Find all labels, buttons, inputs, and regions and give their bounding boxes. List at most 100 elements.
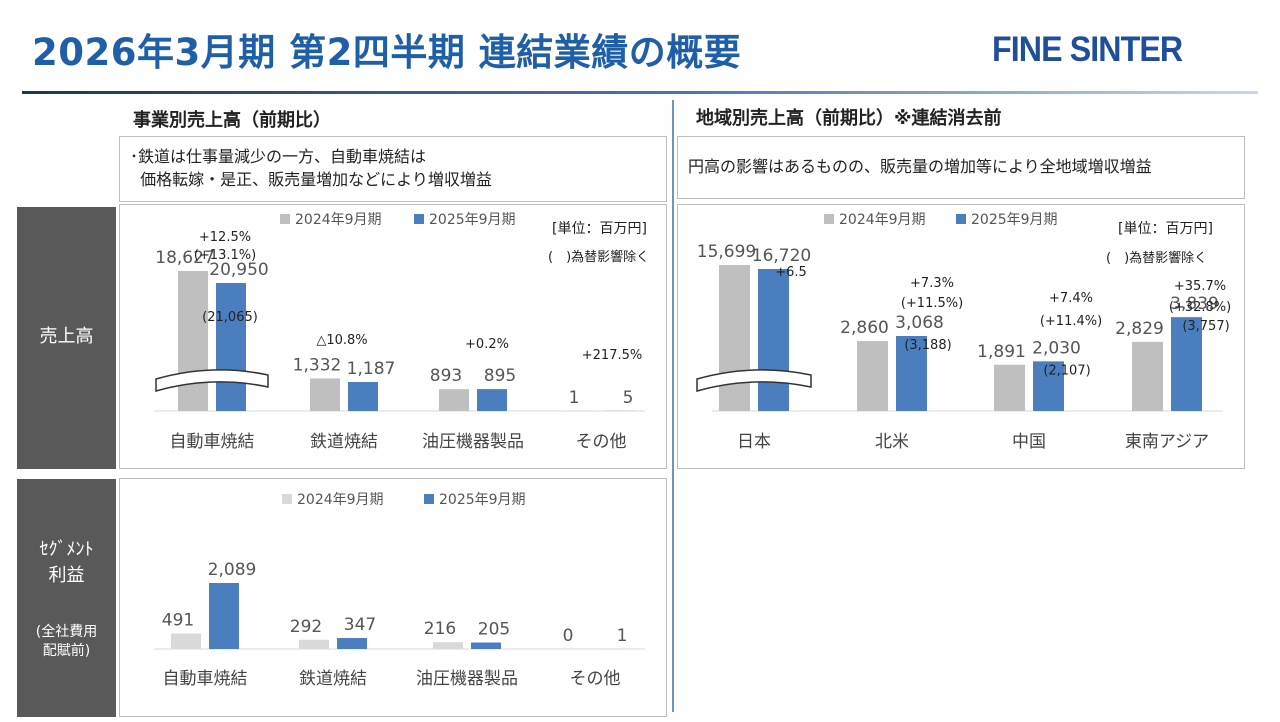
category-label: 日本 [737, 432, 771, 452]
data-label: 2,089 [208, 560, 257, 580]
change-label: +217.5% [582, 348, 642, 363]
sales-side-label-text: 売上高 [39, 326, 94, 347]
data-label: 1,187 [347, 359, 396, 379]
business-section-title: 事業別売上高（前期比） [133, 110, 331, 131]
region-sales-chart: 2024年9月期 2025年9月期[単位：百万円]( )為替影響除く15,6991… [696, 212, 1231, 452]
bar [758, 269, 789, 411]
data-label: 15,699 [697, 242, 756, 262]
data-label: 0 [563, 626, 574, 646]
change-label: +12.5% [199, 230, 251, 245]
unit-note: ( )為替影響除く [1106, 250, 1207, 266]
category-label: 鉄道焼結 [299, 669, 367, 689]
segment-side-note-line2: 配賦前) [42, 643, 91, 659]
change-label: (+11.5%) [901, 296, 963, 311]
category-label: 鉄道焼結 [310, 432, 378, 452]
bar [1171, 317, 1202, 411]
category-label: 油圧機器製品 [416, 669, 518, 689]
bar [471, 642, 501, 649]
bar [337, 638, 367, 649]
bar [439, 389, 469, 411]
data-label: 5 [623, 388, 634, 408]
data-label: 491 [162, 610, 194, 630]
bar [209, 583, 239, 649]
sales-side-label: 売上高 [17, 207, 116, 469]
column-divider [672, 100, 674, 712]
business-note-line1: ･鉄道は仕事量減少の一方、自動車焼結は [130, 147, 427, 166]
bar [857, 341, 888, 411]
legend-swatch [282, 494, 292, 504]
bar [896, 336, 927, 411]
data-label: 895 [484, 366, 516, 386]
bar [477, 389, 507, 411]
header-divider [22, 91, 1258, 94]
bar [433, 642, 463, 649]
category-label: 中国 [1012, 432, 1046, 452]
legend-label: 2024年9月期 [295, 212, 382, 228]
category-label: 東南アジア [1125, 432, 1209, 452]
change-label: △10.8% [316, 333, 367, 348]
bar [310, 378, 340, 411]
change-label: +6.5 [775, 265, 807, 280]
change-label: +7.4% [1049, 291, 1093, 306]
segment-profit-chart: 2024年9月期 2025年9月期 491 2,089 自動車焼結 292 347 鉄道焼結 2… [154, 492, 645, 689]
data-label: 292 [290, 617, 322, 637]
category-label: その他 [570, 669, 621, 689]
bar [216, 283, 246, 411]
fx-excluded-label: (3,188) [904, 338, 951, 353]
bar [171, 633, 201, 649]
data-label: 3,068 [895, 313, 944, 333]
bar [299, 639, 329, 649]
segment-side-label-line1: ｾｸﾞﾒﾝﾄ [39, 539, 94, 560]
unit-note: ( )為替影響除く [548, 249, 649, 265]
region-sales-panel: 2024年9月期 2025年9月期 [単位：百万円]( )為替影響除く 15,699 1… [677, 204, 1245, 469]
axis-break-mark [696, 369, 812, 392]
legend-swatch [414, 214, 424, 224]
change-label: +7.3% [910, 276, 954, 291]
change-label: +35.7% [1174, 279, 1226, 294]
company-logo: FINE SINTER [992, 30, 1183, 69]
region-note: 円高の影響はあるものの、販売量の増加等により全地域増収増益 [677, 136, 1245, 199]
data-label: 205 [478, 620, 510, 640]
data-label: 1,891 [977, 342, 1026, 362]
bar [178, 271, 208, 411]
bar [1132, 341, 1163, 411]
data-label: 2,829 [1115, 319, 1164, 339]
fx-excluded-label: (2,107) [1043, 363, 1090, 378]
unit-label: [単位：百万円] [1118, 221, 1213, 237]
category-label: 油圧機器製品 [422, 432, 524, 452]
business-sales-chart: 2024年9月期 2025年9月期 [単位：百万円] ( )為替影響除く 18,6272… [154, 212, 649, 452]
legend-label: 2025年9月期 [439, 492, 526, 508]
change-label: (+13.1%) [194, 248, 256, 263]
data-label: 16,720 [752, 246, 811, 266]
bar [1033, 361, 1064, 411]
data-label: 893 [430, 366, 462, 386]
category-label: その他 [576, 432, 627, 452]
business-sales-panel: 2024年9月期 2025年9月期 [単位：百万円] ( )為替影響除く 18,627 2… [119, 204, 667, 469]
legend-label: 2025年9月期 [971, 212, 1058, 228]
change-label: (+32.8%) [1169, 300, 1231, 315]
data-label: 347 [344, 615, 376, 635]
data-label: 216 [424, 619, 456, 639]
legend-swatch [824, 214, 834, 224]
data-label: 18,627 [155, 248, 214, 268]
bar [994, 364, 1025, 411]
business-note-line2: 価格転嫁・是正、販売量増加などにより増収増益 [130, 170, 492, 189]
legend-swatch [956, 214, 966, 224]
data-label: 1 [569, 388, 580, 408]
page-title: 2026年3月期 第2四半期 連結業績の概要 [32, 31, 742, 74]
legend-label: 2024年9月期 [839, 212, 926, 228]
legend-swatch [424, 494, 434, 504]
segment-profit-panel: 2024年9月期 2025年9月期 491 2,089 自動車焼結 292 347 鉄道焼結 2… [119, 478, 667, 717]
fx-excluded-label: (21,065) [202, 310, 258, 325]
change-label: +0.2% [465, 337, 509, 352]
category-label: 自動車焼結 [170, 432, 255, 452]
category-label: 北米 [875, 432, 909, 452]
segment-side-label: ｾｸﾞﾒﾝﾄ 利益 (全社費用 配賦前) [17, 479, 116, 717]
data-label: 2,030 [1032, 338, 1081, 358]
data-label: 1,332 [293, 355, 342, 375]
data-label: 1 [617, 626, 628, 646]
data-label: 20,950 [209, 260, 268, 280]
data-label: 3,839 [1170, 294, 1219, 314]
legend-swatch [280, 214, 290, 224]
change-label: (+11.4%) [1040, 314, 1102, 329]
